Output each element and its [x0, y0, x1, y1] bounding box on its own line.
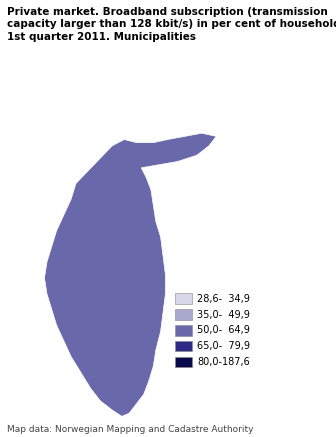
Legend: 28,6-  34,9, 35,0-  49,9, 50,0-  64,9, 65,0-  79,9, 80,0-187,6: 28,6- 34,9, 35,0- 49,9, 50,0- 64,9, 65,0… — [173, 291, 252, 369]
Polygon shape — [44, 133, 216, 416]
Text: Private market. Broadband subscription (transmission
capacity larger than 128 kb: Private market. Broadband subscription (… — [7, 7, 336, 42]
Text: Map data: Norwegian Mapping and Cadastre Authority: Map data: Norwegian Mapping and Cadastre… — [7, 424, 253, 434]
